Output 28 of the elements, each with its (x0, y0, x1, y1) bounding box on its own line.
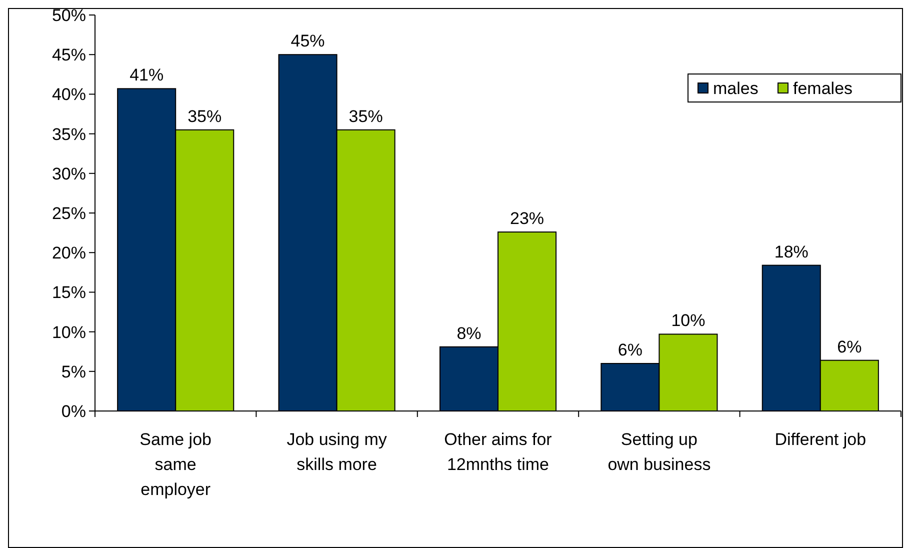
data-label: 10% (671, 311, 706, 330)
data-label: 41% (130, 66, 164, 85)
data-label: 45% (290, 32, 325, 51)
x-tick-label: Job using my skills more (286, 430, 388, 474)
data-label: 8% (456, 324, 482, 343)
data-label: 35% (348, 106, 383, 126)
y-tick-label: 15% (52, 283, 86, 302)
x-tick-label: Setting up own business (608, 430, 711, 474)
y-tick-label: 30% (52, 164, 86, 184)
y-tick-label: 40% (52, 85, 86, 104)
x-tick-label: Other aims for 12mnths time (444, 430, 552, 474)
y-tick-label: 50% (52, 6, 86, 25)
y-tick-label: 45% (52, 46, 86, 65)
data-label: 18% (774, 242, 808, 262)
y-tick-label: 5% (61, 362, 86, 382)
legend-label: females (793, 78, 853, 98)
data-label: 6% (837, 337, 862, 356)
y-tick-label: 35% (52, 124, 86, 144)
y-tick-label: 10% (52, 322, 86, 342)
y-tick-label: 0% (61, 402, 86, 421)
x-tick-label: Different job (774, 430, 866, 449)
legend-label: males (713, 78, 758, 98)
data-label: 6% (618, 340, 642, 360)
y-tick-label: 25% (52, 204, 86, 223)
y-tick-label: 20% (52, 244, 86, 263)
x-tick-label: Same job same employer (140, 430, 212, 499)
data-label: 35% (188, 106, 222, 126)
data-label: 23% (510, 209, 544, 228)
